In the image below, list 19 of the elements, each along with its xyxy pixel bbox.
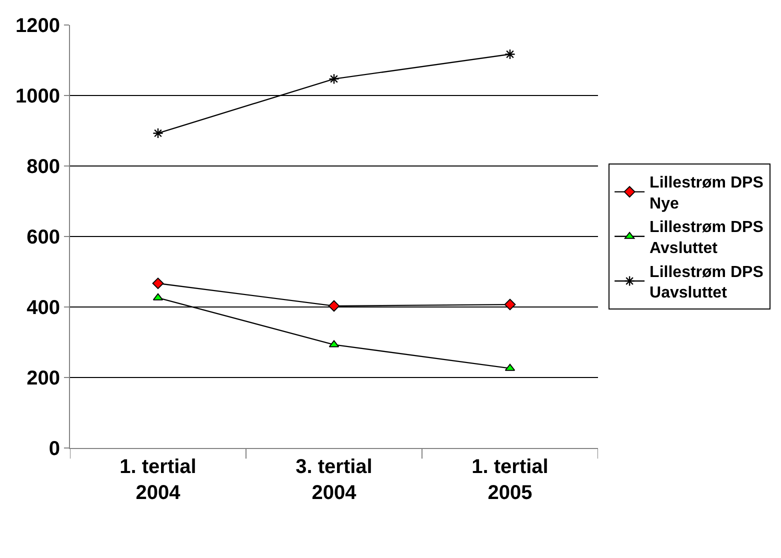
point — [328, 300, 340, 312]
point — [152, 278, 164, 290]
point — [152, 128, 164, 139]
x-tick-label: 1. tertial 2004 — [120, 456, 196, 504]
y-tick-label: 1200 — [16, 15, 60, 37]
x-tick-label: 3. tertial 2004 — [296, 456, 372, 504]
y-tick-label: 400 — [26, 297, 60, 319]
y-tick-label: 1000 — [16, 86, 60, 108]
y-tick-label: 600 — [26, 226, 60, 248]
point — [504, 48, 516, 60]
legend-label: Lillestrøm DPS Avsluttet — [650, 219, 764, 258]
point — [504, 298, 516, 310]
x-tick-label: 1. tertial 2005 — [472, 456, 548, 504]
y-tick-label: 200 — [26, 368, 60, 390]
y-tick-label: 0 — [48, 438, 60, 460]
legend-label: Lillestrøm DPS Uavsluttet — [650, 264, 764, 302]
legend-label: Lillestrøm DPS Nye — [650, 174, 764, 212]
point — [328, 74, 340, 84]
y-tick-label: 800 — [26, 156, 60, 178]
